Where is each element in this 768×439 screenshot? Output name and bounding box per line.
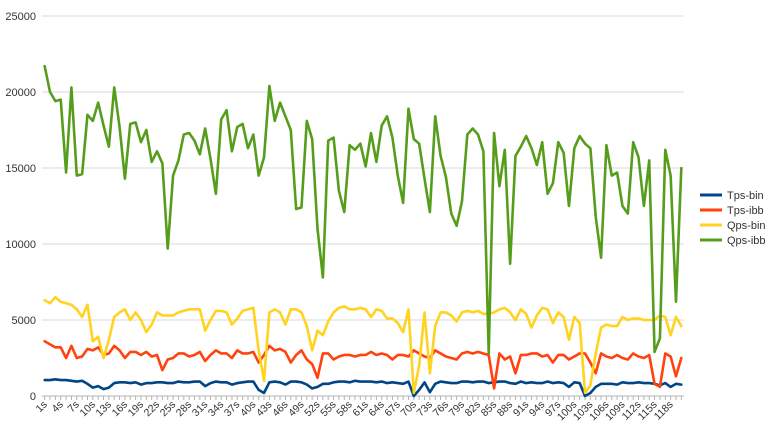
- x-tick-label: 118s: [652, 399, 676, 423]
- series-line-tps-bin: [43, 377, 683, 398]
- legend-label: Qps-ibb: [727, 235, 766, 247]
- x-tick-label: 4s: [50, 399, 66, 415]
- grid: [42, 15, 684, 397]
- series-lines: [43, 64, 683, 398]
- legend: Tps-bin Tps-ibb Qps-bin Qps-ibb: [700, 190, 766, 247]
- legend-label: Qps-bin: [727, 220, 766, 232]
- y-axis: 0 5000 10000 15000 20000 25000: [5, 11, 36, 403]
- y-tick-label: 10000: [5, 239, 36, 251]
- legend-label: Tps-bin: [727, 190, 764, 202]
- y-tick-label: 15000: [5, 163, 36, 175]
- legend-label: Tps-ibb: [727, 205, 764, 217]
- series-line-qps-ibb: [43, 64, 683, 355]
- y-tick-label: 20000: [5, 87, 36, 99]
- series-line-tps-ibb: [43, 339, 683, 390]
- y-tick-label: 25000: [5, 11, 36, 23]
- series-line-qps-bin: [43, 295, 683, 395]
- y-tick-label: 0: [30, 391, 36, 403]
- x-axis: 1s 4s 7s10s13s16s19s22s25s28s31s34s37s40s4…: [33, 396, 682, 423]
- y-tick-label: 5000: [12, 315, 36, 327]
